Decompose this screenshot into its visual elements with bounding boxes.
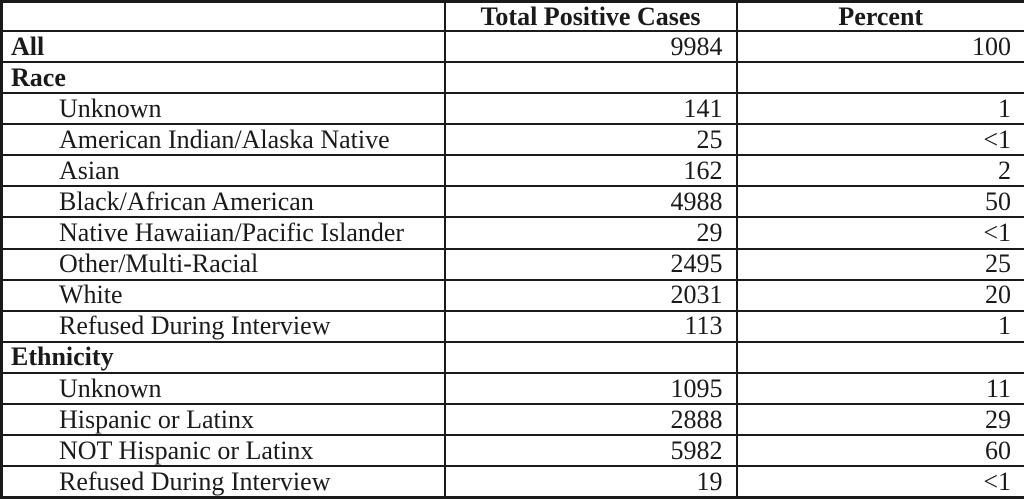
row-total-positive-cases: 141 xyxy=(443,92,738,126)
table-row: Other/Multi-Racial 2495 25 xyxy=(0,247,1024,281)
row-total-positive-cases: 29 xyxy=(443,216,738,250)
row-total-positive-cases: 19 xyxy=(443,464,738,499)
table-row: Unknown 1095 11 xyxy=(0,371,1024,405)
row-percent: <1 xyxy=(735,464,1024,499)
row-label: Black/African American xyxy=(0,185,446,219)
row-total-positive-cases: 162 xyxy=(443,154,738,188)
row-label: Unknown xyxy=(0,371,446,405)
table-row: Ethnicity xyxy=(0,340,1024,374)
row-label: NOT Hispanic or Latinx xyxy=(0,433,446,467)
row-label: Refused During Interview xyxy=(0,309,446,343)
row-percent: 2 xyxy=(735,154,1024,188)
row-total-positive-cases: 9984 xyxy=(443,30,738,64)
row-total-positive-cases: 2888 xyxy=(443,402,738,436)
table-row: Refused During Interview 113 1 xyxy=(0,309,1024,343)
row-total-positive-cases: 1095 xyxy=(443,371,738,405)
row-total-positive-cases: 113 xyxy=(443,309,738,343)
header-row: Total Positive Cases Percent xyxy=(0,0,1024,33)
row-total-positive-cases: 25 xyxy=(443,123,738,157)
row-percent: 25 xyxy=(735,247,1024,281)
row-percent: 11 xyxy=(735,371,1024,405)
row-percent: <1 xyxy=(735,123,1024,157)
row-label: Refused During Interview xyxy=(0,464,446,499)
header-blank xyxy=(0,0,446,33)
row-percent: 1 xyxy=(735,309,1024,343)
row-percent xyxy=(735,340,1024,374)
row-total-positive-cases xyxy=(443,340,738,374)
row-percent: 1 xyxy=(735,92,1024,126)
row-percent: 29 xyxy=(735,402,1024,436)
row-label: White xyxy=(0,278,446,312)
row-percent: 60 xyxy=(735,433,1024,467)
table-row: White 2031 20 xyxy=(0,278,1024,312)
row-percent: 50 xyxy=(735,185,1024,219)
table-row: NOT Hispanic or Latinx 5982 60 xyxy=(0,433,1024,467)
table-row: Asian 162 2 xyxy=(0,154,1024,188)
row-percent: <1 xyxy=(735,216,1024,250)
table-row: Native Hawaiian/Pacific Islander 29 <1 xyxy=(0,216,1024,250)
row-label: All xyxy=(0,30,446,64)
row-label: Race xyxy=(0,61,446,95)
row-label: Ethnicity xyxy=(0,340,446,374)
table-row: Refused During Interview 19 <1 xyxy=(0,464,1024,499)
row-total-positive-cases: 5982 xyxy=(443,433,738,467)
row-total-positive-cases: 4988 xyxy=(443,185,738,219)
header-percent: Percent xyxy=(735,0,1024,33)
table-row: Hispanic or Latinx 2888 29 xyxy=(0,402,1024,436)
table-row: All 9984 100 xyxy=(0,30,1024,64)
row-label: Other/Multi-Racial xyxy=(0,247,446,281)
row-percent: 20 xyxy=(735,278,1024,312)
row-label: Native Hawaiian/Pacific Islander xyxy=(0,216,446,250)
row-percent xyxy=(735,61,1024,95)
row-total-positive-cases: 2031 xyxy=(443,278,738,312)
row-label: Hispanic or Latinx xyxy=(0,402,446,436)
table-body: All 9984 100 Race Unknown 141 1 American Indian… xyxy=(0,30,1024,499)
row-total-positive-cases: 2495 xyxy=(443,247,738,281)
header-total-positive-cases: Total Positive Cases xyxy=(443,0,738,33)
row-label: Unknown xyxy=(0,92,446,126)
table-row: Race xyxy=(0,61,1024,95)
row-label: American Indian/Alaska Native xyxy=(0,123,446,157)
row-total-positive-cases xyxy=(443,61,738,95)
table-row: Unknown 141 1 xyxy=(0,92,1024,126)
row-percent: 100 xyxy=(735,30,1024,64)
row-label: Asian xyxy=(0,154,446,188)
table-row: American Indian/Alaska Native 25 <1 xyxy=(0,123,1024,157)
table-row: Black/African American 4988 50 xyxy=(0,185,1024,219)
